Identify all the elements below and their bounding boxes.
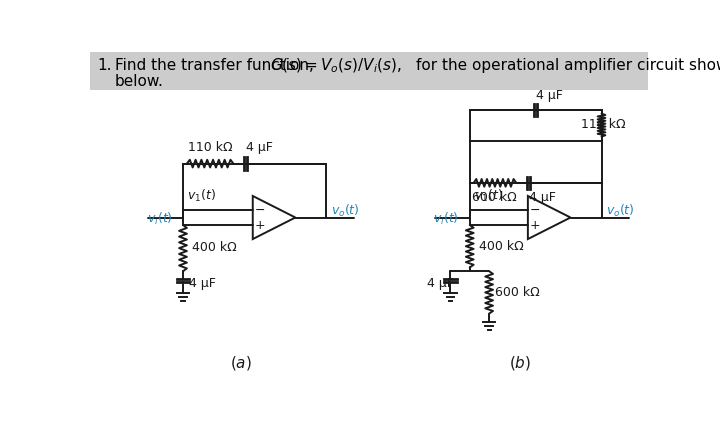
Text: 4 µF: 4 µF — [529, 191, 556, 204]
Text: 4 µF: 4 µF — [536, 89, 563, 102]
Text: −: − — [530, 204, 540, 216]
Text: 110 kΩ: 110 kΩ — [581, 117, 626, 130]
Text: below.: below. — [114, 74, 163, 89]
Text: 4 µF: 4 µF — [189, 277, 216, 290]
Text: 4 µF: 4 µF — [427, 277, 454, 290]
Text: +: + — [254, 219, 265, 232]
Text: 4 µF: 4 µF — [246, 141, 273, 154]
Text: 1.: 1. — [98, 58, 112, 73]
Text: $\mathit{(b)}$: $\mathit{(b)}$ — [509, 353, 531, 372]
Text: 110 kΩ: 110 kΩ — [188, 141, 233, 154]
Text: −: − — [254, 204, 265, 216]
Text: $v_1(t)$: $v_1(t)$ — [187, 187, 216, 204]
Text: 600 kΩ: 600 kΩ — [495, 286, 540, 299]
Text: $\mathit{(a)}$: $\mathit{(a)}$ — [230, 353, 252, 372]
Text: Find the transfer function,: Find the transfer function, — [114, 58, 314, 73]
Text: 400 kΩ: 400 kΩ — [479, 239, 523, 252]
Text: 600 kΩ: 600 kΩ — [472, 191, 517, 204]
Text: $G(s) = V_o(s)/V_i(s),$: $G(s) = V_o(s)/V_i(s),$ — [270, 57, 402, 75]
Text: +: + — [529, 219, 540, 232]
Text: 400 kΩ: 400 kΩ — [192, 241, 237, 254]
Text: $v_o(t)$: $v_o(t)$ — [331, 204, 360, 220]
Text: $v_1(t)$: $v_1(t)$ — [474, 187, 503, 204]
Text: $v_i(t)$: $v_i(t)$ — [433, 211, 459, 227]
Text: $v_i(t)$: $v_i(t)$ — [147, 211, 172, 227]
Text: $v_o(t)$: $v_o(t)$ — [606, 204, 635, 220]
Text: for the operational amplifier circuit shown: for the operational amplifier circuit sh… — [415, 58, 720, 73]
Bar — [90, 52, 648, 90]
